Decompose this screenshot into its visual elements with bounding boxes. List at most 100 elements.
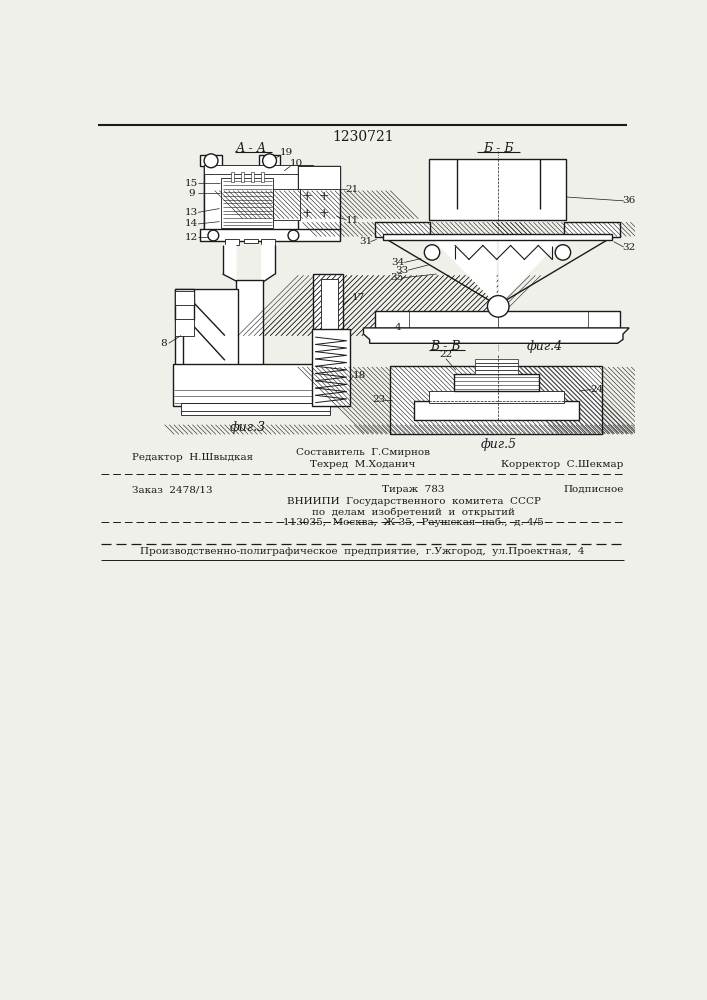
Bar (313, 276, 321, 336)
Text: Заказ  2478/13: Заказ 2478/13 (132, 485, 213, 494)
Circle shape (424, 245, 440, 260)
Polygon shape (261, 245, 275, 283)
Bar (204, 165, 313, 174)
Text: 31: 31 (359, 237, 373, 246)
Bar (475, 366, 518, 370)
Text: 23: 23 (373, 395, 385, 404)
Bar (429, 158, 566, 220)
Circle shape (487, 296, 509, 317)
Text: 33: 33 (395, 266, 409, 275)
Bar (175, 289, 238, 397)
Text: 113035,  Москва,  Ж-35,  Раушская  наб.,  д. 4/5: 113035, Москва, Ж-35, Раушская наб., д. … (284, 518, 544, 527)
Text: А - А: А - А (236, 142, 267, 155)
Bar (274, 189, 300, 220)
Text: +: + (319, 190, 329, 204)
Text: 35: 35 (390, 273, 403, 282)
Bar (312, 329, 351, 406)
Text: фиг.4: фиг.4 (527, 340, 563, 353)
Text: по  делам  изобретений  и  открытий: по делам изобретений и открытий (312, 508, 515, 517)
Bar (390, 367, 407, 433)
Polygon shape (363, 328, 629, 343)
Text: 32: 32 (623, 243, 636, 252)
Text: Подписное: Подписное (563, 485, 624, 494)
Text: 22: 22 (439, 350, 452, 359)
Text: 18: 18 (353, 371, 366, 380)
Text: ВНИИПИ  Государственного  комитета  СССР: ВНИИПИ Государственного комитета СССР (286, 497, 540, 506)
Bar (175, 289, 194, 320)
Bar (429, 391, 563, 403)
Text: 14: 14 (185, 219, 199, 228)
Text: 1230721: 1230721 (332, 130, 394, 144)
Bar (200, 155, 222, 166)
Bar (275, 191, 299, 219)
Polygon shape (498, 237, 612, 305)
Bar (173, 364, 338, 406)
Circle shape (204, 154, 218, 168)
Text: 15: 15 (185, 179, 199, 188)
Bar (200, 229, 340, 241)
Bar (313, 274, 343, 336)
Bar (261, 172, 264, 182)
Text: В - В: В - В (431, 340, 461, 353)
Bar (251, 172, 254, 182)
Text: 8: 8 (160, 339, 167, 348)
Circle shape (288, 230, 299, 241)
Bar (244, 239, 258, 243)
Bar (391, 425, 602, 434)
Bar (175, 319, 194, 336)
Text: 4: 4 (395, 323, 402, 332)
Bar (298, 166, 340, 189)
Bar (236, 280, 264, 366)
Circle shape (208, 230, 218, 241)
Bar (181, 411, 329, 415)
Bar (181, 403, 329, 413)
Text: +: + (302, 207, 312, 220)
Text: +: + (319, 207, 329, 220)
Bar (377, 222, 429, 236)
Text: фиг.5: фиг.5 (480, 438, 516, 451)
Text: 12: 12 (185, 233, 199, 242)
Bar (225, 239, 239, 245)
Text: 21: 21 (345, 185, 358, 194)
Bar (382, 234, 612, 240)
Text: Производственно-полиграфическое  предприятие,  г.Ужгород,  ул.Проектная,  4: Производственно-полиграфическое предприя… (141, 547, 585, 556)
Bar (298, 166, 340, 232)
Bar (241, 172, 244, 182)
Text: 13: 13 (185, 208, 199, 217)
Bar (475, 370, 518, 374)
Bar (414, 401, 579, 420)
Bar (455, 374, 539, 391)
Bar (585, 367, 602, 433)
Text: Техред  М.Ходанич: Техред М.Ходанич (310, 460, 416, 469)
Bar (566, 222, 619, 236)
Bar (175, 291, 194, 305)
Text: 36: 36 (623, 196, 636, 205)
Text: Корректор  С.Шекмар: Корректор С.Шекмар (501, 460, 624, 469)
Text: 34: 34 (392, 258, 405, 267)
Bar (475, 359, 518, 363)
Text: 17: 17 (351, 293, 365, 302)
Bar (261, 239, 275, 245)
Text: Тираж  783: Тираж 783 (382, 485, 445, 494)
Text: Составитель  Г.Смирнов: Составитель Г.Смирнов (296, 448, 430, 457)
Bar (564, 222, 620, 237)
Text: 9: 9 (189, 189, 195, 198)
Text: 24: 24 (590, 385, 604, 394)
Circle shape (555, 245, 571, 260)
Text: +: + (302, 190, 312, 204)
Bar (259, 155, 281, 166)
Bar (335, 276, 343, 336)
Text: 11: 11 (345, 216, 358, 225)
Bar (204, 158, 218, 232)
Bar (375, 222, 431, 237)
Polygon shape (382, 237, 497, 305)
Bar (262, 158, 276, 232)
Bar (231, 172, 234, 182)
Text: Редактор  Н.Швыдкая: Редактор Н.Швыдкая (132, 453, 254, 462)
Text: 10: 10 (290, 159, 303, 168)
Text: фиг.3: фиг.3 (230, 422, 266, 434)
Bar (475, 363, 518, 366)
Bar (204, 166, 313, 232)
Bar (390, 366, 602, 434)
Text: 19: 19 (280, 148, 293, 157)
